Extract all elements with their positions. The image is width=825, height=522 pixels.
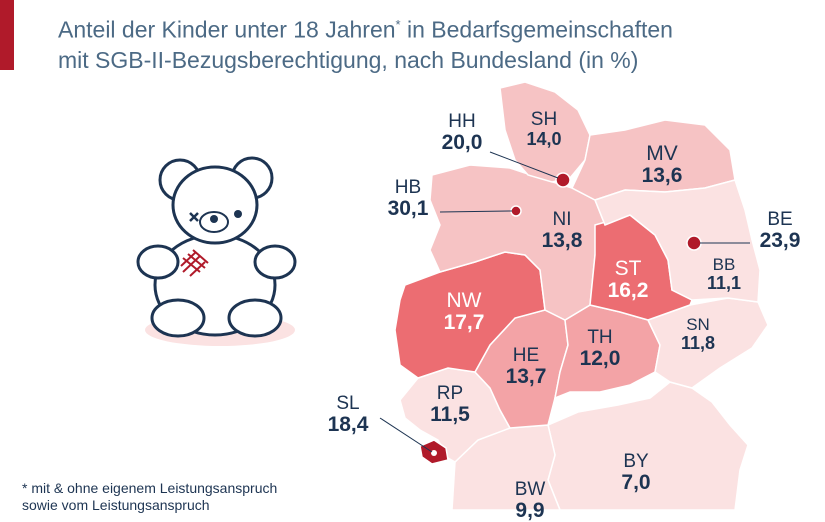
leader-line-sl [379, 417, 433, 453]
teddy-bear-icon [136, 156, 297, 346]
saarland-marker-icon [431, 450, 437, 456]
leader-line-hh [489, 151, 559, 179]
state-label-nw: NW 17,7 [443, 289, 485, 335]
state-label-rp: RP 11,5 [430, 383, 470, 426]
hamburg-marker-icon [555, 172, 571, 188]
state-label-st: ST 16,2 [607, 257, 649, 303]
germany-map [136, 81, 769, 510]
berlin-marker-icon [686, 235, 702, 251]
leader-line-hb [439, 210, 513, 213]
state-label-bw: BW 9,9 [514, 479, 546, 522]
state-label-hh: HH 20,0 [441, 111, 483, 154]
state-label-mv: MV 13,6 [641, 142, 683, 188]
region-sn [646, 297, 769, 389]
state-label-ni: NI 13,8 [541, 209, 583, 252]
state-label-hb: HB 30,1 [387, 177, 429, 220]
state-label-th: TH 12,0 [579, 327, 621, 370]
footnote: * mit & ohne eigenem Leistungsanspruch so… [22, 480, 278, 513]
state-label-bb: BB 11,1 [706, 255, 742, 293]
region-bb [594, 179, 761, 303]
accent-bar [0, 0, 14, 70]
state-label-be: BE 23,9 [759, 209, 801, 252]
chart-subtitle: Anteil der Kinder unter 18 Jahren* in Be… [58, 16, 673, 73]
bremen-marker-icon [510, 205, 522, 217]
state-label-he: HE 13,7 [505, 345, 547, 388]
state-label-sn: SN 11,8 [680, 315, 716, 353]
state-label-sh: SH 14,0 [526, 109, 562, 149]
region-sh [499, 81, 591, 183]
state-label-sl: SL 18,4 [327, 393, 369, 436]
state-label-by: BY 7,0 [621, 451, 651, 494]
